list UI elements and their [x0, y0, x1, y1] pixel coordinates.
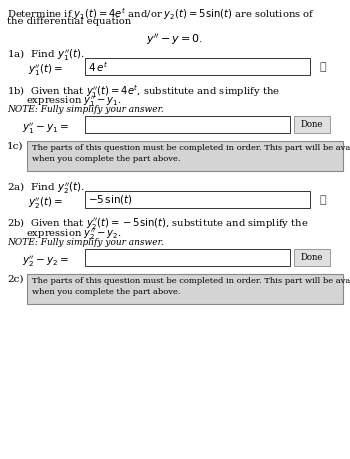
Text: Done: Done	[301, 120, 323, 129]
Text: the differential equation: the differential equation	[7, 17, 131, 26]
Text: 2a)  Find $y_2''(t)$.: 2a) Find $y_2''(t)$.	[7, 181, 85, 196]
Text: $y_2''(t) =$: $y_2''(t) =$	[28, 196, 63, 212]
Text: $y_2'' - y_2 =$: $y_2'' - y_2 =$	[22, 254, 69, 269]
FancyBboxPatch shape	[85, 58, 310, 75]
Text: expression $y_1'' - y_1$.: expression $y_1'' - y_1$.	[7, 94, 122, 109]
Text: 2b)  Given that $y_2''(t) = -5\sin(t)$, substitute and simplify the: 2b) Given that $y_2''(t) = -5\sin(t)$, s…	[7, 216, 309, 231]
Text: 🔒: 🔒	[320, 62, 327, 72]
Text: 1a)  Find $y_1''(t)$.: 1a) Find $y_1''(t)$.	[7, 48, 85, 63]
Text: 2c): 2c)	[7, 275, 23, 284]
Text: when you complete the part above.: when you complete the part above.	[32, 288, 181, 296]
Text: The parts of this question must be completed in order. This part will be availab: The parts of this question must be compl…	[32, 277, 350, 285]
FancyBboxPatch shape	[85, 249, 290, 266]
Text: 1c): 1c)	[7, 142, 23, 151]
Text: 🔒: 🔒	[320, 195, 327, 205]
Text: expression $y_2'' - y_2$.: expression $y_2'' - y_2$.	[7, 227, 122, 242]
Text: when you complete the part above.: when you complete the part above.	[32, 155, 181, 163]
Text: Done: Done	[301, 253, 323, 262]
FancyBboxPatch shape	[27, 141, 343, 171]
Text: Determine if $y_1(t) = 4e^t$ and/or $y_2(t) = 5\sin(t)$ are solutions of: Determine if $y_1(t) = 4e^t$ and/or $y_2…	[7, 6, 315, 22]
FancyBboxPatch shape	[85, 116, 290, 133]
Text: 1b)  Given that $y_1''(t) = 4e^t$, substitute and simplify the: 1b) Given that $y_1''(t) = 4e^t$, substi…	[7, 83, 280, 100]
Text: NOTE: Fully simplify your answer.: NOTE: Fully simplify your answer.	[7, 238, 164, 247]
Text: $-5\,\sin(t)$: $-5\,\sin(t)$	[88, 193, 133, 206]
Text: NOTE: Fully simplify your answer.: NOTE: Fully simplify your answer.	[7, 105, 164, 114]
Text: The parts of this question must be completed in order. This part will be availab: The parts of this question must be compl…	[32, 144, 350, 152]
FancyBboxPatch shape	[27, 274, 343, 304]
Text: $y_1''(t) =$: $y_1''(t) =$	[28, 63, 63, 78]
Text: $y'' - y = 0.$: $y'' - y = 0.$	[146, 32, 204, 47]
FancyBboxPatch shape	[85, 191, 310, 208]
FancyBboxPatch shape	[294, 249, 330, 266]
Text: $4\,e^t$: $4\,e^t$	[88, 60, 108, 74]
FancyBboxPatch shape	[294, 116, 330, 133]
Text: $y_1'' - y_1 =$: $y_1'' - y_1 =$	[22, 121, 69, 136]
